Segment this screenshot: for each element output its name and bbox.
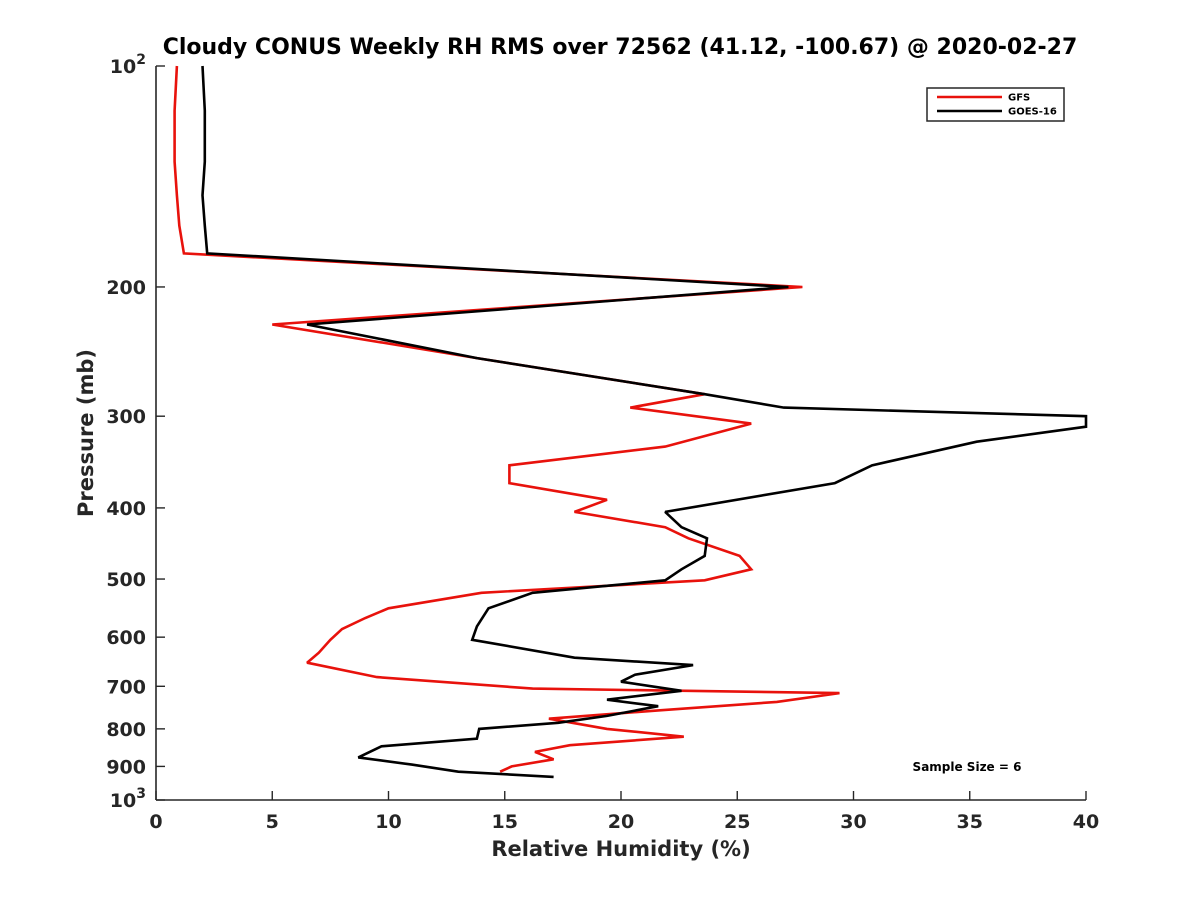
legend-label-goes-16: GOES-16 xyxy=(1008,107,1057,118)
y-tick-base: 400 xyxy=(106,498,146,520)
sample-size-annotation: Sample Size = 6 xyxy=(913,760,1022,774)
y-tick-label: 102 xyxy=(110,52,146,78)
chart-title: Cloudy CONUS Weekly RH RMS over 72562 (4… xyxy=(163,35,1078,60)
y-tick-label: 300 xyxy=(106,406,146,428)
y-tick-label: 600 xyxy=(106,627,146,649)
y-tick-base: 200 xyxy=(106,277,146,299)
x-tick-label: 30 xyxy=(840,811,866,833)
x-tick-label: 35 xyxy=(957,811,983,833)
series-layer xyxy=(173,65,1088,779)
series-line-gfs xyxy=(173,65,840,773)
x-tick-label: 40 xyxy=(1073,811,1099,833)
y-axis-label: Pressure (mb) xyxy=(74,349,98,517)
y-tick-base: 700 xyxy=(106,676,146,698)
y-tick-base: 800 xyxy=(106,719,146,741)
series-line-goes-16 xyxy=(201,65,1088,779)
legend-box xyxy=(926,87,1065,122)
x-tick-label: 15 xyxy=(492,811,518,833)
y-tick-label: 200 xyxy=(106,277,146,299)
legend-label-gfs: GFS xyxy=(1008,93,1030,104)
x-tick-label: 25 xyxy=(724,811,750,833)
x-ticks: 0 5 10 15 20 25 30 35 40 xyxy=(149,791,1099,833)
y-tick-base: 300 xyxy=(106,406,146,428)
y-tick-label: 900 xyxy=(106,756,146,778)
legend: GFS GOES-16 xyxy=(926,87,1065,122)
x-tick-label: 5 xyxy=(266,811,279,833)
y-tick-base: 900 xyxy=(106,756,146,778)
x-axis-label: Relative Humidity (%) xyxy=(491,837,750,861)
y-tick-base: 500 xyxy=(106,569,146,591)
y-tick-label: 400 xyxy=(106,498,146,520)
y-tick-label: 800 xyxy=(106,719,146,741)
x-tick-label: 0 xyxy=(149,811,162,833)
y-tick-exponent: 2 xyxy=(136,52,146,68)
y-tick-label: 103 xyxy=(110,786,146,812)
y-tick-exponent: 3 xyxy=(136,786,146,802)
y-tick-label: 700 xyxy=(106,676,146,698)
y-tick-label: 500 xyxy=(106,569,146,591)
y-tick-base: 10 xyxy=(110,790,136,812)
x-tick-label: 20 xyxy=(608,811,634,833)
y-tick-base: 600 xyxy=(106,627,146,649)
x-tick-label: 10 xyxy=(375,811,401,833)
y-tick-base: 10 xyxy=(110,56,136,78)
